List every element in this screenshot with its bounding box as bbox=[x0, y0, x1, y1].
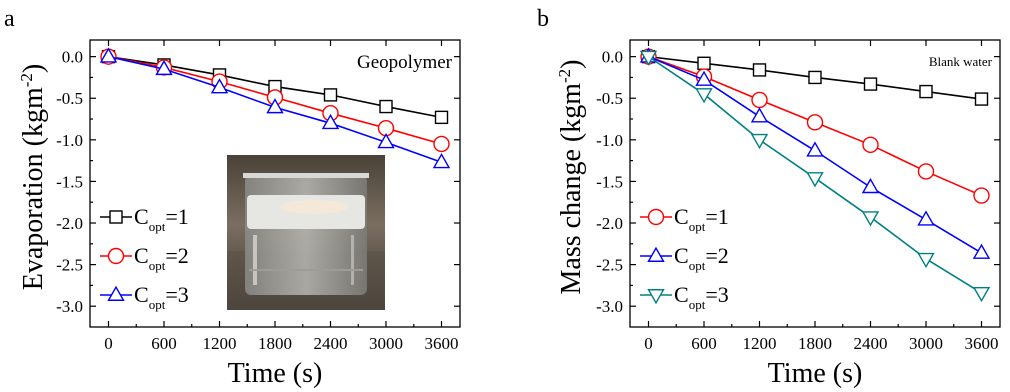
data-point bbox=[321, 113, 340, 130]
data-point bbox=[433, 135, 450, 153]
y-axis-title: Mass change (kgm-2) bbox=[555, 59, 587, 294]
y-tick-label: -1.5 bbox=[56, 172, 83, 191]
legend-marker bbox=[647, 289, 665, 305]
y-tick-label: 0.0 bbox=[62, 48, 83, 67]
legend: Copt=1 Copt=2 Copt=3 bbox=[100, 204, 189, 312]
chart-panel-b: b 0 600 1200 1800 2400 3000 3600 0.0 -0.5 -1.0 -1.5… bbox=[537, 6, 1001, 389]
data-point bbox=[972, 286, 991, 303]
legend-label: Copt=2 bbox=[134, 243, 189, 273]
legend-marker bbox=[647, 208, 665, 226]
data-point bbox=[379, 99, 393, 114]
data-point bbox=[806, 172, 824, 188]
data-point bbox=[99, 47, 118, 63]
legend-label: Copt=1 bbox=[674, 204, 729, 234]
x-tick-label: 1800 bbox=[798, 334, 832, 353]
data-point bbox=[323, 88, 338, 102]
data-point bbox=[917, 210, 935, 226]
data-point bbox=[434, 110, 449, 125]
data-point bbox=[155, 59, 173, 76]
data-point bbox=[432, 153, 451, 169]
data-point bbox=[639, 50, 658, 66]
x-axis-title: Time (s) bbox=[768, 358, 863, 389]
x-tick-label: 3000 bbox=[909, 334, 943, 353]
x-tick-label: 1200 bbox=[203, 334, 237, 353]
data-point bbox=[917, 252, 935, 269]
data-point bbox=[863, 77, 878, 91]
x-tick-label: 600 bbox=[691, 334, 717, 353]
x-tick-label: 2400 bbox=[854, 334, 888, 353]
legend-label: Copt=1 bbox=[134, 204, 189, 234]
data-point bbox=[210, 78, 229, 94]
chart-annotation: Blank water bbox=[929, 54, 993, 69]
inset-photo bbox=[227, 155, 385, 310]
chart-panel-a: a 0 600 1200 1800 2400 3000 3600 0.0 -0.5 -1.0 -1.5… bbox=[4, 6, 461, 389]
data-point bbox=[377, 133, 395, 149]
series-4 bbox=[639, 50, 991, 303]
x-tick-label: 2400 bbox=[314, 334, 348, 353]
y-tick-label: -3.0 bbox=[596, 297, 623, 316]
y-tick-label: -1.0 bbox=[596, 131, 623, 150]
data-point bbox=[752, 63, 767, 77]
legend-marker bbox=[109, 210, 123, 224]
y-tick-label: -1.5 bbox=[596, 172, 623, 191]
y-tick-label: -2.0 bbox=[596, 214, 623, 233]
panel-letter: b bbox=[537, 6, 549, 32]
x-tick-label: 0 bbox=[644, 334, 653, 353]
x-tick-label: 3000 bbox=[369, 334, 403, 353]
data-point bbox=[266, 98, 284, 114]
y-tick-label: 0.0 bbox=[602, 48, 623, 67]
y-tick-label: -2.5 bbox=[596, 256, 623, 275]
legend-label: Copt=3 bbox=[134, 282, 189, 312]
y-tick-label: -1.0 bbox=[56, 131, 83, 150]
x-tick-label: 1800 bbox=[258, 334, 292, 353]
x-axis-title: Time (s) bbox=[228, 358, 323, 389]
x-tick-label: 0 bbox=[104, 334, 113, 353]
data-point bbox=[750, 107, 769, 123]
data-point bbox=[919, 84, 933, 99]
data-point bbox=[695, 70, 713, 86]
panel-letter: a bbox=[4, 6, 15, 32]
y-tick-label: -2.0 bbox=[56, 214, 83, 233]
y-tick-label: -2.5 bbox=[56, 256, 83, 275]
y-axis-title: Evaporation (kgm-2) bbox=[17, 64, 49, 290]
x-tick-label: 600 bbox=[151, 334, 177, 353]
legend-marker bbox=[647, 246, 665, 262]
data-point bbox=[861, 211, 880, 227]
data-point bbox=[861, 177, 880, 194]
data-point bbox=[806, 141, 824, 157]
legend-marker bbox=[107, 285, 125, 301]
legend: Copt=1 Copt=2 Copt=3 bbox=[640, 204, 729, 312]
data-point bbox=[808, 70, 822, 85]
data-point bbox=[974, 92, 989, 106]
data-point bbox=[973, 187, 990, 204]
data-point bbox=[697, 56, 711, 70]
legend-label: Copt=2 bbox=[674, 243, 729, 273]
data-point bbox=[862, 136, 879, 154]
data-point bbox=[806, 114, 824, 131]
legend-label: Copt=3 bbox=[674, 282, 729, 312]
series-3 bbox=[99, 47, 451, 169]
legend-marker bbox=[107, 247, 125, 265]
x-tick-label: 1200 bbox=[743, 334, 777, 353]
x-tick-label: 3600 bbox=[425, 334, 459, 353]
data-point bbox=[972, 243, 991, 259]
y-tick-label: -0.5 bbox=[56, 89, 83, 108]
data-point bbox=[750, 133, 769, 150]
data-point bbox=[695, 88, 713, 104]
chart-annotation: Geopolymer bbox=[357, 52, 453, 73]
data-point bbox=[917, 163, 935, 180]
y-tick-label: -0.5 bbox=[596, 89, 623, 108]
y-tick-label: -3.0 bbox=[56, 297, 83, 316]
x-tick-label: 3600 bbox=[965, 334, 999, 353]
data-point bbox=[751, 91, 768, 109]
